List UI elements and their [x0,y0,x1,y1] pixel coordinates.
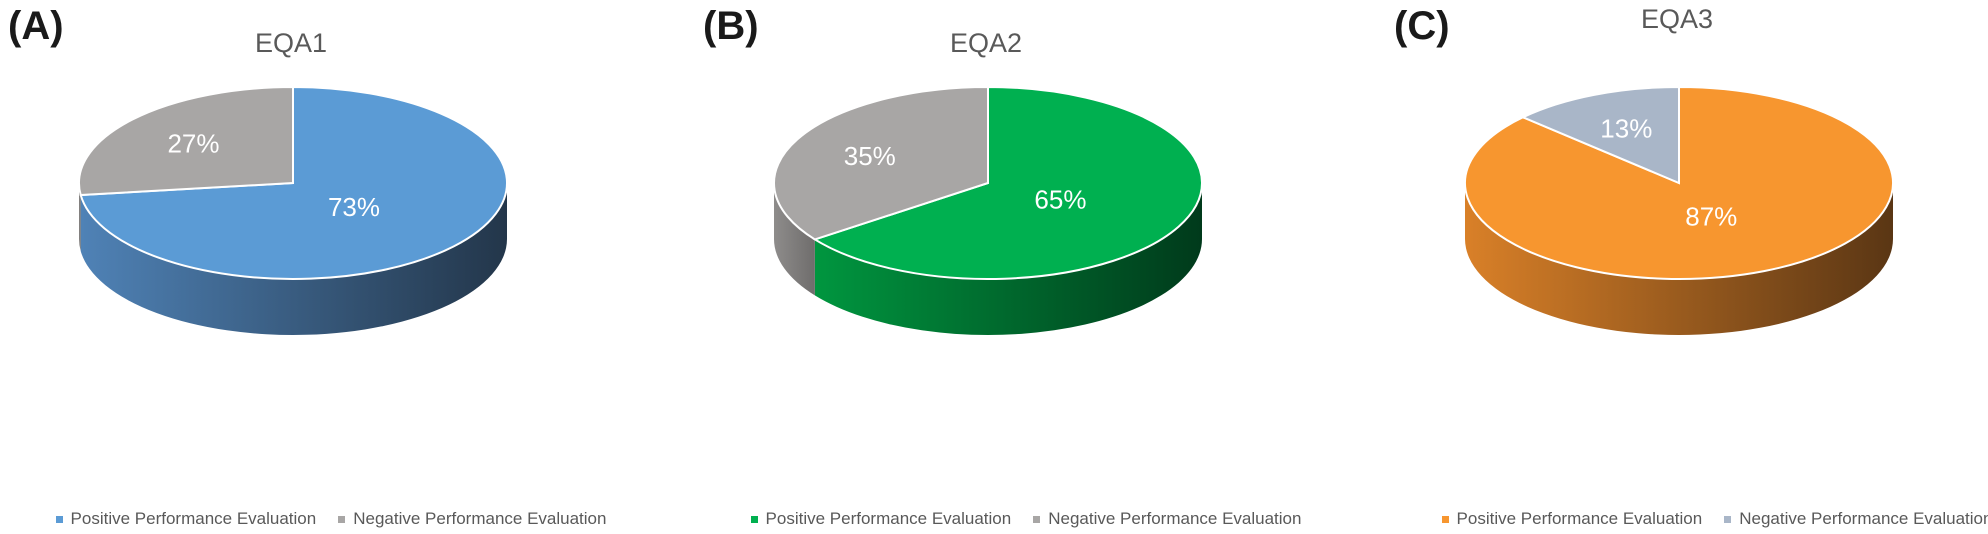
data-label: 65% [1034,185,1086,215]
chart-panel-a: (A) EQA1 73% 27% Positive Performance Eva… [0,0,662,534]
pie-slice-side [774,183,815,296]
pie-slice-side [814,183,1202,335]
legend-label: Negative Performance Evaluation [1739,509,1988,528]
legend-label: Positive Performance Evaluation [765,509,1012,528]
data-label: 27% [167,129,219,159]
pie-slice [812,85,1203,280]
pie-chart: 73% 27% [78,85,508,335]
panel-letter: (B) [703,4,759,48]
data-label: 87% [1685,201,1737,231]
legend-label: Positive Performance Evaluation [70,509,317,528]
legend-item: Positive Performance Evaluation [55,509,317,529]
legend-item: Positive Performance Evaluation [1441,509,1703,529]
panel-letter: (C) [1394,4,1450,48]
legend-swatch [55,515,63,523]
legend-item: Positive Performance Evaluation [750,509,1012,529]
pie-chart: 65% 35% [773,85,1203,335]
pie-slice-side [79,183,81,252]
legend-label: Positive Performance Evaluation [1456,509,1703,528]
chart-title: EQA3 [1640,4,1714,34]
legend: Positive Performance Evaluation Negative… [1386,509,1988,529]
chart-title: EQA2 [949,28,1023,58]
pie-chart: 87% 13% [1464,85,1894,335]
legend-item: Negative Performance Evaluation [338,509,606,529]
legend-label: Negative Performance Evaluation [1048,509,1302,528]
data-label: 73% [328,192,380,222]
data-label: 35% [844,141,896,171]
legend-swatch [1033,515,1041,523]
chart-title: EQA1 [254,28,328,58]
legend-swatch [1724,515,1732,523]
legend-swatch [1441,515,1449,523]
chart-panel-c: (C) EQA3 87% 13% Positive Performance Eva… [1386,0,1988,534]
pie-slice [773,85,989,241]
legend-swatch [750,515,758,523]
legend: Positive Performance Evaluation Negative… [695,509,1357,529]
legend-swatch [338,515,346,523]
pie-slice-side [80,183,508,335]
legend-item: Negative Performance Evaluation [1724,509,1988,529]
legend: Positive Performance Evaluation Negative… [0,509,662,529]
pie-slice-side [1465,183,1893,335]
chart-panel-b: (B) EQA2 65% 35% Positive Performance Eva… [695,0,1357,534]
pie-slice [1520,85,1680,185]
pie-slice [78,85,294,197]
legend-item: Negative Performance Evaluation [1033,509,1301,529]
legend-label: Negative Performance Evaluation [353,509,607,528]
data-label: 13% [1600,113,1652,143]
panel-letter: (A) [8,4,64,48]
